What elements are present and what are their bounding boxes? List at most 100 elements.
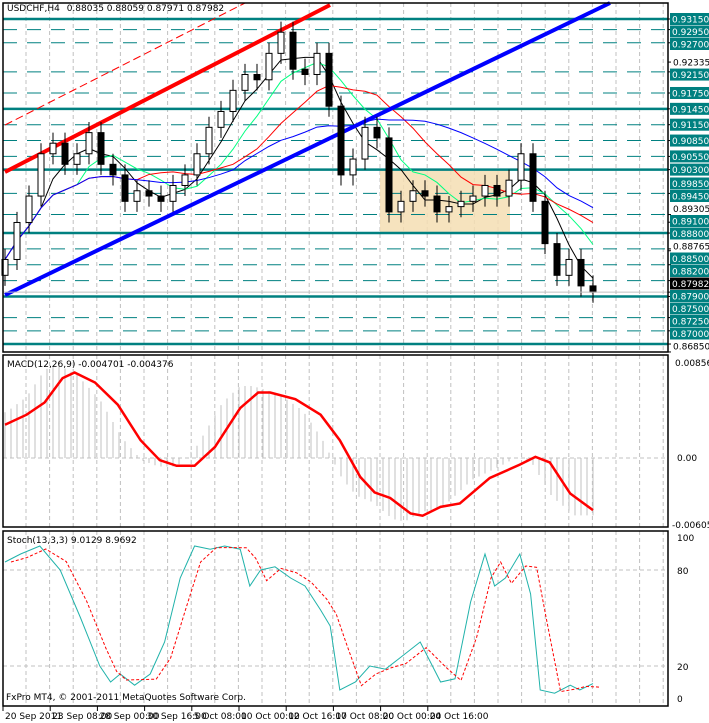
symbol-label: USDCHF,H4 [7, 4, 60, 14]
candle [13, 211, 21, 271]
candle [277, 21, 285, 64]
candle [25, 185, 33, 234]
time-label: 24 Oct 16:00 [430, 712, 489, 722]
stoch-d-line [10, 547, 600, 693]
candle-body [373, 126, 381, 139]
price-label-bg [670, 13, 709, 25]
candle [481, 174, 489, 207]
price-label-bg [670, 118, 709, 131]
candle-body [481, 184, 489, 197]
price-label-bg [670, 150, 709, 163]
candle-body [409, 190, 417, 202]
price-label-bg [670, 290, 709, 302]
candle [289, 21, 297, 80]
price-label-bg [670, 252, 709, 265]
candle-body [589, 285, 597, 293]
candle-body [493, 184, 501, 197]
price-label: 0.91750 [672, 89, 709, 99]
candle-body [133, 190, 141, 202]
candle [337, 95, 345, 186]
candle-body [253, 73, 261, 81]
price-label: 0.87500 [672, 305, 709, 315]
candle-body [97, 132, 105, 165]
price-label-bg [670, 102, 709, 115]
candle-body [433, 195, 441, 213]
candle [589, 275, 597, 303]
candle [349, 148, 357, 186]
price-scale-label: 0.89305 [673, 205, 709, 215]
candle [421, 180, 429, 207]
candle [313, 42, 321, 86]
candle [217, 100, 225, 138]
macd-signal-line [4, 371, 594, 518]
price-label-bg [670, 215, 709, 227]
price-label-bg [670, 163, 709, 176]
candle [445, 196, 453, 223]
candle [325, 42, 333, 117]
candle-body [145, 190, 153, 197]
candle [529, 143, 537, 212]
candle-body [229, 89, 237, 112]
candle-body [61, 142, 69, 165]
time-label: 20 Sep 2011 [5, 712, 62, 722]
chart-header: USDCHF,H4 0.88035 0.88059 0.87971 0.8798… [7, 4, 224, 14]
candle [145, 180, 153, 207]
candle [181, 164, 189, 197]
candle-body [169, 184, 177, 202]
candle [73, 143, 81, 175]
price-label: 0.90300 [672, 166, 709, 176]
price-label: 0.92700 [672, 41, 709, 51]
time-label: 17 Oct 08:00 [335, 712, 394, 722]
candle-body [421, 190, 429, 197]
candle [397, 190, 405, 223]
candle [49, 132, 57, 165]
price-label: 0.87900 [672, 293, 709, 303]
candle [373, 116, 381, 149]
candle [1, 248, 9, 286]
candle [253, 63, 261, 91]
candle [241, 63, 249, 101]
candle [109, 153, 117, 186]
macd-title: MACD(12,26,9) -0.004701 -0.004376 [7, 360, 174, 370]
candle [133, 180, 141, 212]
price-scale-label: 0.88765 [673, 243, 709, 253]
candle-body [277, 31, 285, 54]
moving-average-20 [4, 118, 594, 260]
macd-scale-label: -0.00605 [672, 521, 709, 531]
stoch-scale-label: 80 [677, 567, 689, 577]
candle-body [361, 126, 369, 160]
candle [433, 185, 441, 223]
candle-body [193, 153, 201, 176]
candle-body [49, 142, 57, 155]
price-label: 0.88500 [672, 255, 709, 265]
candle-body [529, 153, 537, 202]
candle-body [541, 200, 549, 245]
stoch-scale-label: 20 [677, 663, 689, 673]
price-label: 0.89850 [672, 180, 709, 190]
candle-body [565, 258, 573, 276]
candle [505, 169, 513, 207]
macd-scale-label: 0.00 [677, 454, 697, 464]
candle-body [469, 195, 477, 202]
price-label-bg [670, 265, 709, 277]
candle [541, 190, 549, 255]
red-dashed-channel-line [4, 2, 246, 126]
candle [85, 122, 93, 165]
candle-body [13, 221, 21, 260]
price-label: 0.87250 [672, 318, 709, 328]
candle-body [337, 105, 345, 176]
price-label-bg [670, 68, 709, 81]
current-price-label: 0.87982 [672, 280, 709, 290]
price-scale-label: 0.86850 [673, 343, 709, 353]
panel-border-main [2, 2, 669, 353]
time-label: 30 Sep 16:00 [147, 712, 207, 722]
price-label: 0.87000 [672, 330, 709, 340]
candle [361, 116, 369, 170]
time-label: 23 Sep 08:00 [52, 712, 112, 722]
candle-body [241, 73, 249, 91]
candle [265, 42, 273, 91]
candle-body [553, 243, 561, 276]
candle [97, 122, 105, 175]
candle [553, 233, 561, 286]
